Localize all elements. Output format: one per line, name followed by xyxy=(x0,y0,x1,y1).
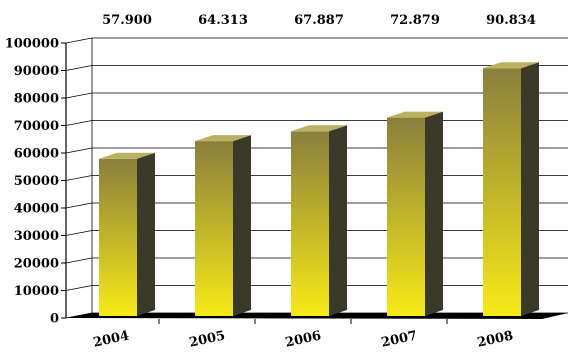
y-tick-label: 0 xyxy=(50,312,59,327)
y-tick-label: 20000 xyxy=(14,257,59,272)
bar-top xyxy=(483,62,539,69)
x-axis-labels: 2004 2005 2006 2007 2008 xyxy=(92,319,515,351)
x-tick-label: 2005 xyxy=(188,328,227,350)
bar-top xyxy=(291,125,347,132)
bar-side xyxy=(329,125,347,316)
y-tick-label: 90000 xyxy=(14,64,59,79)
gridline xyxy=(65,37,568,44)
y-tick-label: 70000 xyxy=(14,119,59,134)
bar-2006 xyxy=(291,125,347,316)
bar-front xyxy=(99,158,137,316)
bars xyxy=(99,62,539,317)
bar-side xyxy=(233,135,251,316)
x-tick-label: 2007 xyxy=(380,328,419,350)
x-tick-label: 2004 xyxy=(92,328,131,350)
gridlines xyxy=(65,37,568,319)
bar-2008 xyxy=(483,62,539,317)
bar-front xyxy=(291,131,329,316)
data-labels: 57.900 64.313 67.887 72.879 90.834 xyxy=(102,13,536,28)
x-tick-label: 2006 xyxy=(284,328,323,350)
y-tick-label: 30000 xyxy=(14,229,59,244)
y-axis: 0 10000 20000 30000 40000 50000 60000 70000 8000… xyxy=(5,37,67,327)
bar-front xyxy=(483,68,521,316)
y-tick-label: 60000 xyxy=(14,147,59,162)
bar-top xyxy=(195,135,251,142)
data-label-2005: 64.313 xyxy=(198,13,248,28)
data-label-2006: 67.887 xyxy=(294,13,344,28)
bar-side xyxy=(137,152,155,316)
y-tick-label: 40000 xyxy=(14,202,59,217)
y-tick-label: 10000 xyxy=(14,284,59,299)
data-label-2004: 57.900 xyxy=(102,13,152,28)
bar-side xyxy=(521,62,539,317)
data-label-2007: 72.879 xyxy=(390,13,440,28)
bar-top xyxy=(99,152,155,159)
bar-2005 xyxy=(195,135,251,316)
bar-side xyxy=(425,111,443,316)
bar-front xyxy=(195,141,233,316)
bar-front xyxy=(387,117,425,316)
bar-top xyxy=(387,111,443,118)
bar-2007 xyxy=(387,111,443,316)
y-tick-label: 50000 xyxy=(14,174,59,189)
bar-2004 xyxy=(99,152,155,316)
x-tick-label: 2008 xyxy=(476,328,515,350)
y-tick-label: 100000 xyxy=(5,37,59,52)
y-tick-label: 80000 xyxy=(14,92,59,107)
data-label-2008: 90.834 xyxy=(486,13,536,28)
